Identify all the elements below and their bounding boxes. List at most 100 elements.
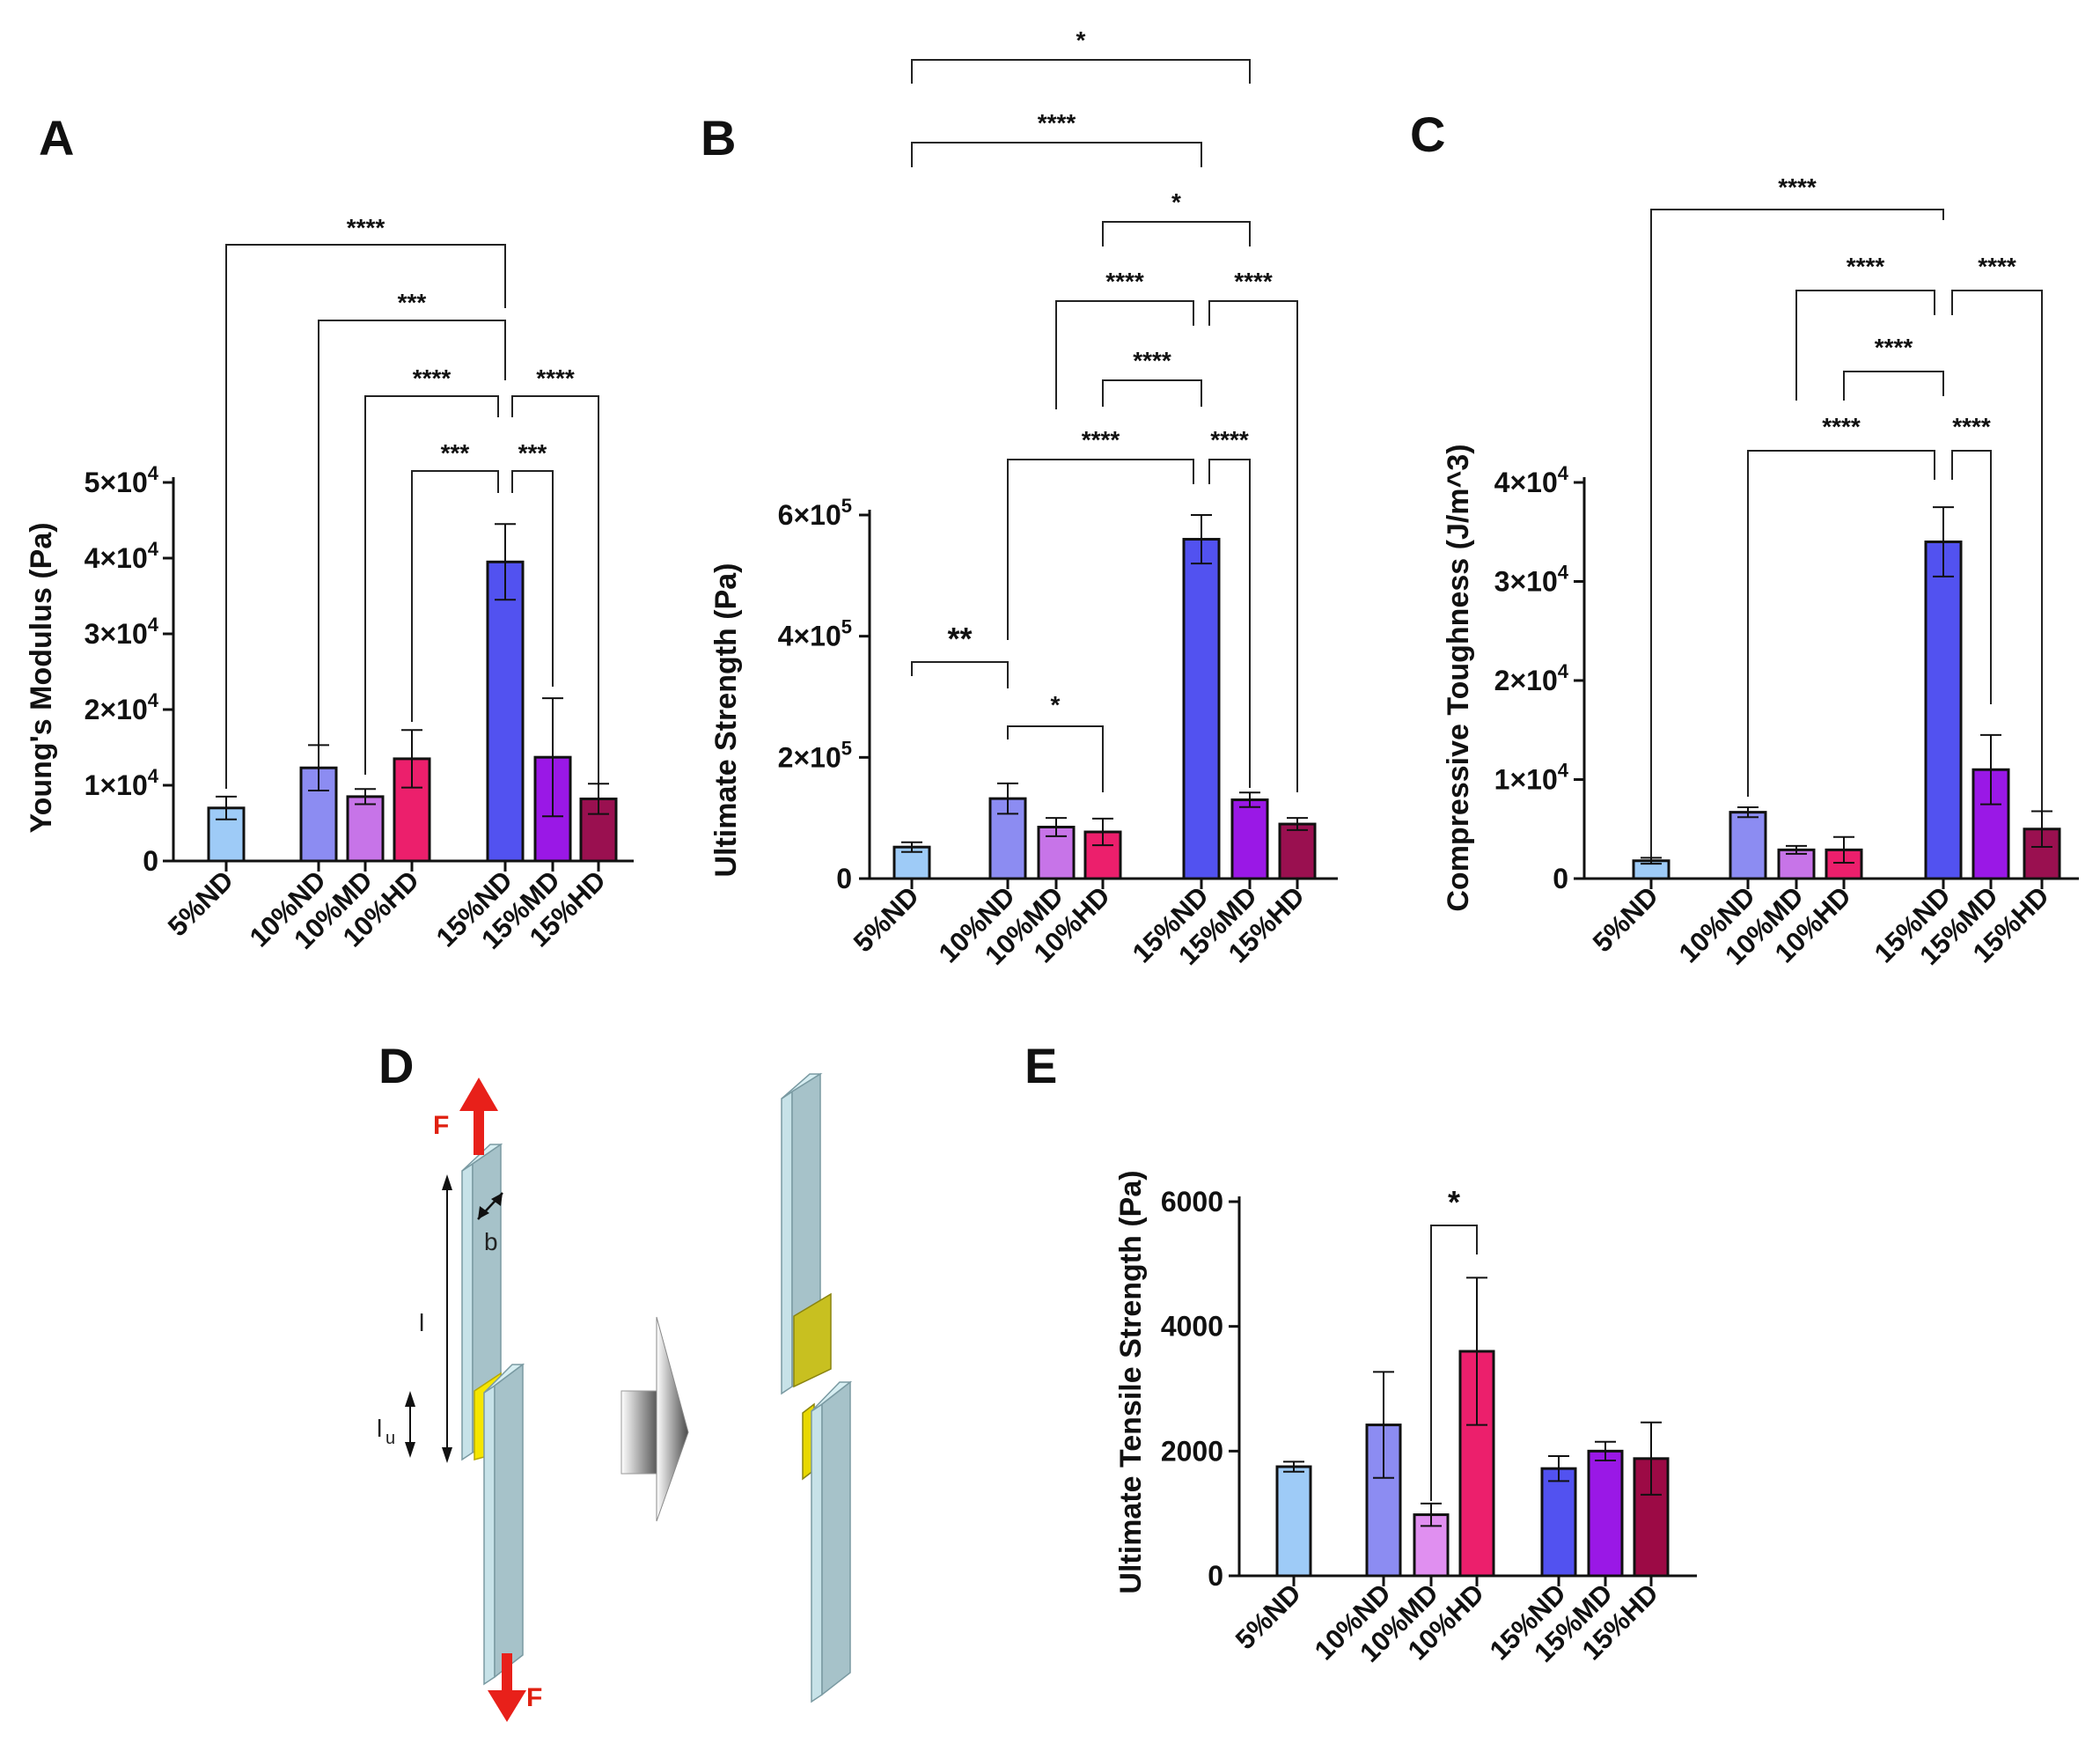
upper-plate-side (461, 1162, 474, 1461)
bar (1230, 798, 1269, 880)
error-bar (588, 783, 609, 815)
sig-bracket (1208, 300, 1298, 792)
sig-bracket (1007, 725, 1104, 792)
lower-plate-front (494, 1363, 524, 1679)
error-bar (2031, 810, 2052, 848)
error-bar (1191, 514, 1212, 565)
y-axis-label: Ultimate Tensile Strength (Pa) (1114, 1170, 1148, 1593)
significance-label: **** (536, 364, 575, 392)
error-bar (901, 841, 922, 853)
panel-b-significance: * **** * **** **** **** **** **** ** * (911, 26, 1298, 792)
sig-bracket (411, 470, 499, 722)
lap-shear-specimen-failed (781, 1072, 853, 1703)
significance-label: **** (1952, 413, 1991, 440)
y-tick-label: 3×104 (1494, 562, 1569, 598)
significance-label: **** (1210, 426, 1249, 453)
y-tick-label: 3×104 (84, 614, 159, 650)
y-axis-label: Ultimate Strength (Pa) (709, 563, 743, 877)
sig-bracket (1843, 371, 1944, 401)
significance-label: **** (1133, 347, 1171, 374)
sig-bracket (911, 59, 1251, 84)
y-tick-label: 2×105 (778, 737, 852, 773)
error-bar (355, 788, 376, 806)
bar (1182, 538, 1221, 880)
y-tick-label: 4×104 (1494, 462, 1569, 498)
y-tick-label: 6000 (1161, 1186, 1223, 1218)
sig-bracket (1208, 459, 1251, 788)
sig-bracket (1795, 290, 1935, 401)
error-bar (1980, 733, 2001, 806)
panel-letter-b: B (701, 110, 736, 166)
significance-label: **** (1822, 413, 1861, 440)
significance-label: * (1076, 26, 1086, 54)
width-dimension (477, 1192, 503, 1220)
significance-label: *** (518, 439, 547, 467)
y-tick-label: 0 (836, 863, 852, 894)
sig-bracket (911, 142, 1202, 167)
overlap-label: l (377, 1415, 382, 1442)
significance-label: **** (1978, 253, 2016, 280)
bar (1458, 1350, 1495, 1578)
failed-lower-plate-front (821, 1380, 851, 1696)
force-label-bottom: F (526, 1683, 542, 1712)
error-bar (542, 697, 563, 818)
error-bar (216, 795, 237, 820)
failed-adhesive-upper (793, 1292, 832, 1388)
significance-label: **** (1234, 268, 1273, 295)
significance-label: **** (347, 214, 385, 241)
force-arrow-down (488, 1653, 526, 1722)
bar (1924, 541, 1963, 880)
failed-upper-plate-side (781, 1090, 793, 1395)
bar (1278, 822, 1317, 880)
error-bar (1641, 857, 1662, 865)
error-bar (1933, 506, 1954, 578)
error-bar (1239, 791, 1260, 808)
y-tick-label: 1×104 (1494, 760, 1569, 796)
y-axis-label: Compressive Toughness (J/m^3) (1442, 444, 1475, 911)
y-tick-label: 5×104 (84, 462, 159, 498)
y-tick-label: 2×104 (84, 689, 159, 725)
error-bar (1046, 817, 1067, 837)
width-label: b (484, 1228, 498, 1255)
sig-bracket (511, 470, 554, 687)
error-bar (1283, 1460, 1304, 1473)
panel-letter-e: E (1024, 1038, 1057, 1093)
y-tick-label: 1×104 (84, 765, 159, 801)
sig-bracket (1951, 290, 2043, 836)
sig-bracket (1102, 221, 1251, 246)
sig-bracket (911, 661, 1009, 688)
significance-label: **** (1778, 173, 1817, 201)
y-tick-label: 4×104 (84, 538, 159, 574)
overlap-dimension (405, 1391, 415, 1458)
failed-lower-plate-side (811, 1402, 823, 1703)
x-tick-label: 5%ND (1230, 1578, 1307, 1655)
panel-c-chart: **** **** **** **** **** **** 0 1×104 2×10… (1442, 173, 2079, 971)
error-bar (1548, 1455, 1569, 1482)
error-bar (1287, 817, 1308, 831)
sig-bracket (1055, 300, 1194, 409)
y-tick-label: 4000 (1161, 1311, 1223, 1343)
significance-label: **** (413, 364, 452, 392)
y-tick-label: 0 (1553, 863, 1568, 894)
lower-plate-side (483, 1384, 496, 1686)
force-arrow-up (459, 1078, 498, 1155)
significance-label: **** (1875, 334, 1913, 361)
sig-bracket (1747, 450, 1935, 797)
sig-bracket (1951, 450, 1992, 704)
error-bar (1373, 1371, 1394, 1479)
sig-bracket (1430, 1225, 1478, 1501)
length-label: l (419, 1309, 424, 1336)
y-tick-label: 2000 (1161, 1435, 1223, 1467)
length-dimension (442, 1174, 452, 1463)
bar (1275, 1465, 1312, 1578)
significance-label: * (1448, 1184, 1460, 1220)
significance-label: ** (947, 621, 972, 657)
bar (1729, 811, 1767, 880)
y-tick-label: 2×104 (1494, 660, 1569, 696)
significance-label: **** (1847, 253, 1885, 280)
panel-letter-a: A (39, 110, 74, 166)
x-tick-label: 5%ND (162, 864, 239, 942)
error-bar (308, 744, 329, 792)
y-tick-label: 4×105 (778, 616, 852, 652)
significance-label: **** (1082, 426, 1120, 453)
